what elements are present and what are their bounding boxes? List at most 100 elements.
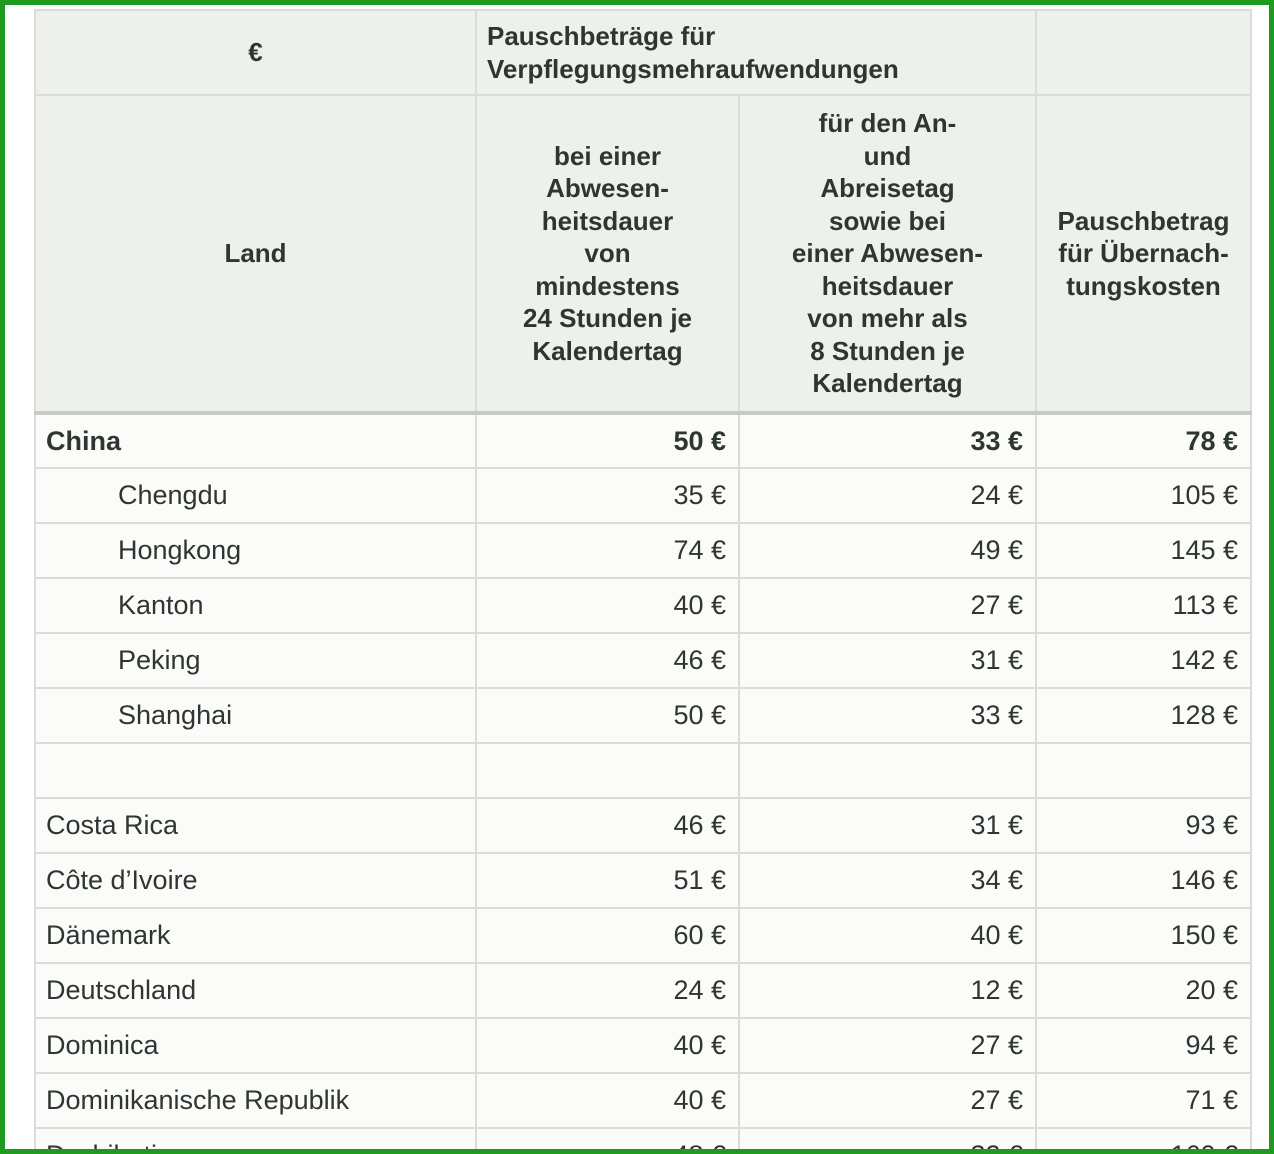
- header-line: von: [584, 238, 631, 269]
- header-line: heitsdauer: [821, 270, 954, 301]
- header-line: 8 Stunden je: [810, 335, 965, 366]
- allowance-8h-cell: 34 €: [737, 852, 1038, 909]
- table-row: Hongkong 74 €49 €145 €: [34, 522, 1253, 579]
- spacer-row: [34, 742, 1253, 799]
- allowance-24h-cell: 50 €: [475, 687, 740, 744]
- allowance-8h-cell: 27 €: [737, 1072, 1038, 1129]
- land-cell: Peking: [34, 632, 477, 689]
- land-cell: Deutschland: [34, 962, 477, 1019]
- allowance-24h-cell: 40 €: [475, 1017, 740, 1074]
- header-line: sowie bei: [828, 205, 947, 236]
- land-cell: Costa Rica: [34, 797, 477, 854]
- allowance-24h-cell: 40 €: [475, 1072, 740, 1129]
- overnight-allowance-cell: 105 €: [1035, 467, 1253, 524]
- overnight-allowance-cell: 78 €: [1035, 412, 1253, 469]
- land-cell: Shanghai: [34, 687, 477, 744]
- overnight-allowance-cell: 93 €: [1035, 797, 1253, 854]
- header-line: bei einer: [554, 140, 661, 171]
- table-row: Shanghai 50 €33 €128 €: [34, 687, 1253, 744]
- allowance-24h-cell: 24 €: [475, 962, 740, 1019]
- land-cell: [34, 742, 477, 799]
- land-cell: Dominica: [34, 1017, 477, 1074]
- header-line: für Übernach-: [1058, 238, 1229, 269]
- header-line: mindestens: [535, 270, 680, 301]
- header-line: von mehr als: [807, 303, 968, 334]
- table-row: Costa Rica 46 €31 €93 €: [34, 797, 1253, 854]
- land-cell: Dominikanische Republik: [34, 1072, 477, 1129]
- allowance-8h-cell: 24 €: [737, 467, 1038, 524]
- allowance-24h-cell: 46 €: [475, 797, 740, 854]
- allowance-8h-cell: 31 €: [737, 632, 1038, 689]
- overnight-allowance-cell: 71 €: [1035, 1072, 1253, 1129]
- table-container: € Pauschbeträge für Verpflegungsmehraufw…: [34, 9, 1253, 1149]
- header-line: einer Abwesen-: [791, 238, 984, 269]
- table-row: Chengdu 35 €24 €105 €: [34, 467, 1253, 524]
- allowance-24h-cell: [475, 742, 740, 799]
- allowance-8h-cell: 27 €: [737, 577, 1038, 634]
- allowance-24h-cell: 35 €: [475, 467, 740, 524]
- table-row: Dschibuti48 €32 €160 €: [34, 1127, 1253, 1149]
- table-row: Dominikanische Republik 40 €27 €71 €: [34, 1072, 1253, 1129]
- allowance-24h-cell: 46 €: [475, 632, 740, 689]
- header-line: Kalendertag: [532, 335, 683, 366]
- allowance-24h-cell: 60 €: [475, 907, 740, 964]
- overnight-allowance-cell: 146 €: [1035, 852, 1253, 909]
- column-header-overnight: Pauschbetrag für Übernach-tungskosten: [1035, 94, 1253, 415]
- header-line: Abreisetag: [820, 173, 955, 204]
- overnight-allowance-cell: 142 €: [1035, 632, 1253, 689]
- header-line: Kalendertag: [812, 368, 963, 399]
- allowance-8h-cell: 40 €: [737, 907, 1038, 964]
- header-line: Abwesen-: [546, 173, 669, 204]
- overnight-allowance-cell: 20 €: [1035, 962, 1253, 1019]
- allowance-24h-cell: 40 €: [475, 577, 740, 634]
- allowance-24h-cell: 51 €: [475, 852, 740, 909]
- table-row: China 50 €33 €78 €: [34, 412, 1253, 469]
- overnight-allowance-cell: 94 €: [1035, 1017, 1253, 1074]
- land-cell: Dschibuti: [34, 1127, 477, 1149]
- allowance-8h-cell: 32 €: [737, 1127, 1038, 1149]
- allowance-8h-cell: [737, 742, 1038, 799]
- header-line: tungskosten: [1066, 270, 1221, 301]
- allowance-8h-cell: 33 €: [737, 412, 1038, 469]
- allowance-24h-cell: 74 €: [475, 522, 740, 579]
- table-row: Deutschland 24 €12 €20 €: [34, 962, 1253, 1019]
- currency-header: €: [34, 9, 477, 96]
- allowance-24h-cell: 50 €: [475, 412, 740, 469]
- meal-allowance-group-header: Pauschbeträge für Verpflegungsmehraufwen…: [474, 9, 1038, 96]
- overnight-allowance-cell: 145 €: [1035, 522, 1253, 579]
- overnight-allowance-cell: 160 €: [1035, 1127, 1253, 1149]
- overnight-allowance-cell: 150 €: [1035, 907, 1253, 964]
- land-cell: Chengdu: [34, 467, 477, 524]
- header-line: heitsdauer: [541, 205, 674, 236]
- header-line: für den An-: [818, 108, 957, 139]
- header-line: und: [863, 140, 912, 171]
- table-row: Dominica 40 €27 €94 €: [34, 1017, 1253, 1074]
- land-cell: Dänemark: [34, 907, 477, 964]
- table-row: Kanton 40 €27 €113 €: [34, 577, 1253, 634]
- land-cell: Côte d’Ivoire: [34, 852, 477, 909]
- allowance-8h-cell: 49 €: [737, 522, 1038, 579]
- table-body: China 50 €33 €78 € Chengdu 35 €24 €105 € Hon…: [34, 412, 1253, 1149]
- allowance-8h-cell: 12 €: [737, 962, 1038, 1019]
- allowance-8h-cell: 27 €: [737, 1017, 1038, 1074]
- land-cell: China: [34, 412, 477, 469]
- allowance-8h-cell: 33 €: [737, 687, 1038, 744]
- allowance-24h-cell: 48 €: [475, 1127, 740, 1149]
- table-row: Dänemark 60 €40 €150 €: [34, 907, 1253, 964]
- column-header-8h: für den An-und Abreisetag sowie bei einer A…: [737, 94, 1038, 415]
- allowance-8h-cell: 31 €: [737, 797, 1038, 854]
- travel-allowance-table: € Pauschbeträge für Verpflegungsmehraufw…: [34, 9, 1253, 1149]
- land-cell: Hongkong: [34, 522, 477, 579]
- land-cell: Kanton: [34, 577, 477, 634]
- table-row: Côte d’Ivoire 51 €34 €146 €: [34, 852, 1253, 909]
- empty-header-cell: [1035, 9, 1253, 96]
- column-header-24h: bei einer Abwesen-heitsdauer von mindestens…: [475, 94, 740, 415]
- table-row: Peking 46 €31 €142 €: [34, 632, 1253, 689]
- overnight-allowance-cell: [1035, 742, 1253, 799]
- land-column-header: Land: [34, 94, 477, 415]
- header-line: Pauschbetrag: [1057, 205, 1230, 236]
- overnight-allowance-cell: 113 €: [1035, 577, 1253, 634]
- header-line: 24 Stunden je: [522, 303, 693, 334]
- overnight-allowance-cell: 128 €: [1035, 687, 1253, 744]
